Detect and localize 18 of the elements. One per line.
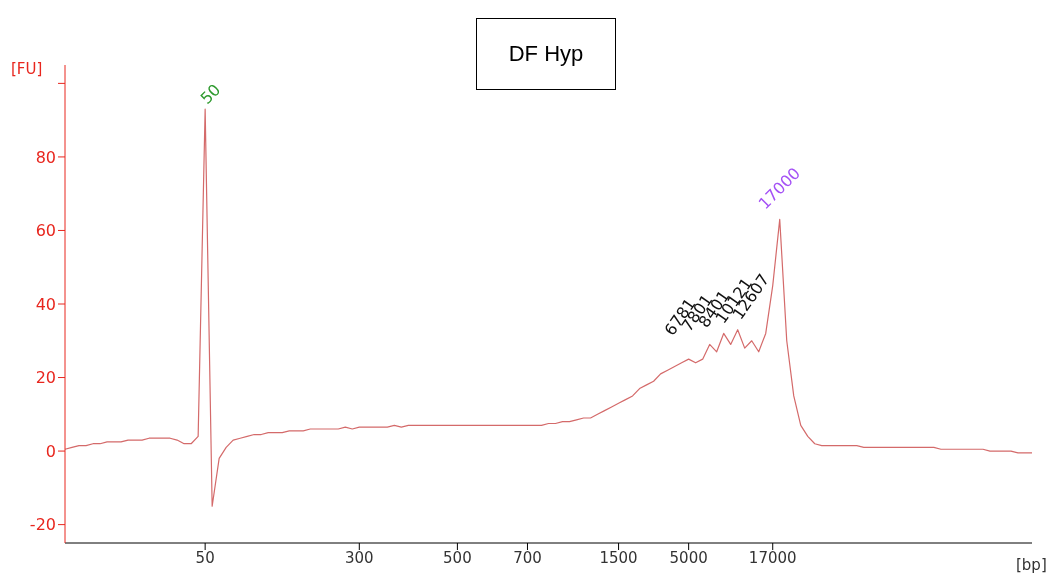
x-tick-label: 17000 <box>748 548 797 567</box>
y-tick-label: 80 <box>35 147 56 167</box>
line-series <box>64 108 1033 507</box>
x-tick-label: 300 <box>344 548 374 567</box>
x-tick-label: 700 <box>513 548 542 567</box>
y-axis-title: [FU] <box>11 60 43 78</box>
chart-title: DF Hyp <box>476 18 616 90</box>
x-tick-label: 500 <box>443 548 472 567</box>
y-tick-label: 60 <box>35 221 56 241</box>
y-tick-label: 20 <box>35 368 56 388</box>
annotation: 50 <box>196 80 225 108</box>
y-tick-label: 40 <box>35 294 56 314</box>
x-tick-label: 50 <box>195 548 215 567</box>
x-axis-title: [bp] <box>1016 556 1047 574</box>
x-tick-label: 1500 <box>599 548 638 567</box>
x-tick-label: 5000 <box>669 548 708 567</box>
y-tick-label: -20 <box>29 515 56 535</box>
y-tick-label: 0 <box>45 441 56 461</box>
